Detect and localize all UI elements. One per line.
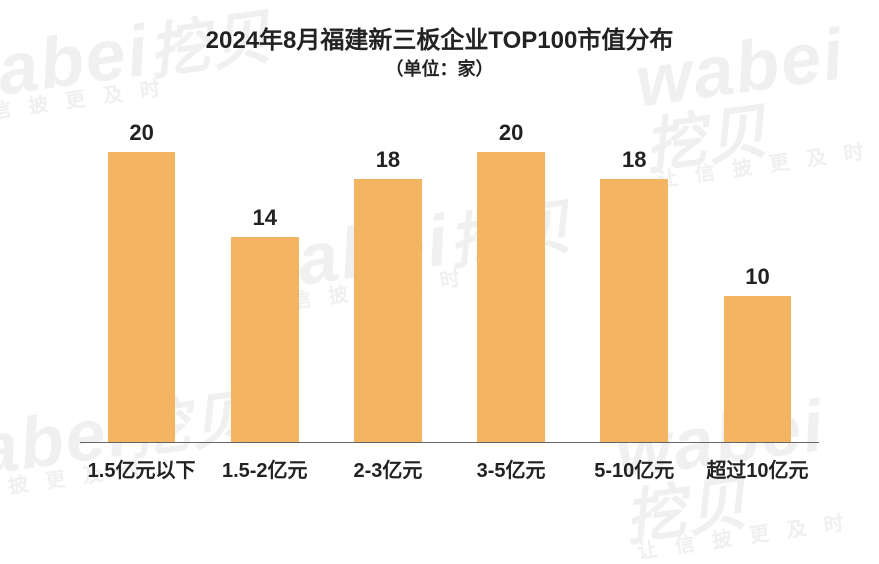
- bar-rect: [477, 152, 545, 443]
- plot-area: 20 14 18 20 18 10: [80, 120, 819, 443]
- bar-rect: [600, 179, 668, 443]
- bar-value-label: 20: [129, 120, 153, 146]
- bar-slot: 14: [203, 120, 326, 443]
- bar-value-label: 14: [253, 205, 277, 231]
- bar-value-label: 18: [622, 147, 646, 173]
- bar-value-label: 18: [376, 147, 400, 173]
- x-axis-label: 2-3亿元: [326, 454, 449, 483]
- x-axis-label: 1.5亿元以下: [80, 454, 203, 483]
- x-axis-label: 超过10亿元: [696, 454, 819, 483]
- bar-slot: 10: [696, 120, 819, 443]
- content-layer: 2024年8月福建新三板企业TOP100市值分布 （单位：家） 20141820…: [30, 20, 849, 503]
- bar-slot: 20: [80, 120, 203, 443]
- x-axis-label: 5-10亿元: [573, 454, 696, 483]
- chart-container: wabei挖贝让 信 披 更 及 时wabei挖贝让 信 披 更 及 时wabe…: [0, 0, 879, 513]
- title-block: 2024年8月福建新三板企业TOP100市值分布 （单位：家）: [30, 20, 849, 81]
- bar-rect: [354, 179, 422, 443]
- chart-title: 2024年8月福建新三板企业TOP100市值分布: [30, 20, 849, 55]
- x-axis-baseline: [80, 442, 819, 443]
- bar-slot: 20: [450, 120, 573, 443]
- x-axis-label: 1.5-2亿元: [203, 454, 326, 483]
- chart-subtitle: （单位：家）: [30, 55, 849, 81]
- bar-rect: [724, 296, 792, 443]
- bar-value-label: 10: [745, 264, 769, 290]
- bars-group: 20 14 18 20 18 10: [80, 120, 819, 443]
- bar-rect: [231, 237, 299, 443]
- bar-slot: 18: [573, 120, 696, 443]
- bar-rect: [108, 152, 176, 443]
- bar-slot: 18: [326, 120, 449, 443]
- x-axis-label: 3-5亿元: [450, 454, 573, 483]
- bar-value-label: 20: [499, 120, 523, 146]
- x-axis-labels: 1.5亿元以下1.5-2亿元2-3亿元3-5亿元5-10亿元超过10亿元: [80, 454, 819, 483]
- watermark-sub: 让 信 披 更 及 时: [637, 507, 879, 562]
